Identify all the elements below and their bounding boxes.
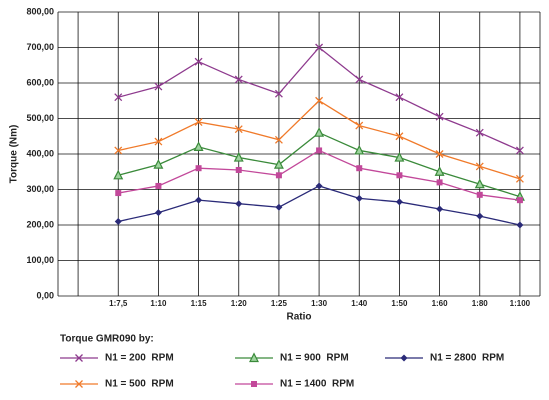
x-tick-label: 1:80 bbox=[472, 299, 489, 308]
y-tick-label: 600,00 bbox=[26, 77, 54, 87]
y-tick-label: 100,00 bbox=[26, 255, 54, 265]
marker bbox=[314, 127, 325, 137]
marker bbox=[274, 135, 283, 144]
marker bbox=[355, 75, 364, 84]
marker bbox=[355, 194, 363, 202]
y-tick-label: 400,00 bbox=[26, 148, 54, 158]
x-tick-label: 1:15 bbox=[191, 299, 208, 308]
marker bbox=[400, 354, 408, 362]
marker bbox=[395, 93, 404, 102]
marker bbox=[114, 93, 123, 102]
marker bbox=[476, 212, 484, 220]
y-tick-label: 0,00 bbox=[36, 290, 54, 300]
marker bbox=[516, 197, 523, 204]
y-tick-label: 800,00 bbox=[26, 6, 54, 16]
marker bbox=[251, 381, 257, 387]
legend-label: N1 = 2800 RPM bbox=[430, 353, 504, 364]
marker bbox=[75, 354, 83, 362]
marker bbox=[194, 57, 203, 66]
marker bbox=[234, 125, 243, 134]
marker bbox=[154, 137, 163, 146]
marker bbox=[436, 205, 444, 213]
marker bbox=[516, 221, 524, 229]
marker bbox=[475, 128, 484, 137]
legend-title: Torque GMR090 by: bbox=[60, 334, 154, 345]
marker bbox=[113, 169, 124, 180]
marker bbox=[114, 217, 122, 225]
marker bbox=[395, 198, 403, 206]
x-tick-label: 1:25 bbox=[271, 299, 288, 308]
x-tick-label: 1:10 bbox=[150, 299, 167, 308]
marker bbox=[515, 146, 524, 155]
x-tick-label: 1:20 bbox=[231, 299, 248, 308]
x-tick-label: 1:30 bbox=[311, 299, 328, 308]
marker bbox=[356, 165, 363, 172]
marker bbox=[476, 191, 483, 198]
marker bbox=[355, 121, 364, 130]
x-axis-label: Ratio bbox=[287, 312, 312, 323]
marker bbox=[235, 166, 242, 173]
marker bbox=[235, 200, 243, 208]
x-tick-label: 1:100 bbox=[510, 299, 531, 308]
marker bbox=[316, 147, 323, 154]
x-tick-label: 1:7,5 bbox=[109, 299, 128, 308]
x-tick-label: 1:40 bbox=[351, 299, 368, 308]
marker bbox=[394, 151, 405, 162]
marker bbox=[114, 146, 123, 155]
legend-label: N1 = 500 RPM bbox=[105, 379, 174, 390]
marker bbox=[315, 182, 323, 190]
legend-label: N1 = 200 RPM bbox=[105, 353, 174, 364]
marker bbox=[154, 209, 162, 217]
marker bbox=[195, 165, 202, 172]
marker bbox=[315, 43, 324, 52]
marker bbox=[195, 196, 203, 204]
y-tick-label: 300,00 bbox=[26, 184, 54, 194]
marker bbox=[75, 380, 83, 388]
marker bbox=[155, 182, 162, 189]
marker bbox=[115, 190, 122, 197]
y-tick-label: 500,00 bbox=[26, 113, 54, 123]
marker bbox=[275, 172, 282, 179]
marker bbox=[395, 132, 404, 141]
marker bbox=[275, 203, 283, 211]
x-tick-label: 1:50 bbox=[391, 299, 408, 308]
marker bbox=[515, 174, 524, 183]
marker bbox=[233, 151, 244, 162]
marker bbox=[153, 159, 164, 169]
marker bbox=[475, 162, 484, 171]
marker bbox=[273, 159, 284, 169]
marker bbox=[234, 75, 243, 84]
y-tick-label: 700,00 bbox=[26, 42, 54, 52]
x-tick-label: 1:60 bbox=[432, 299, 449, 308]
legend-label: N1 = 900 RPM bbox=[280, 353, 349, 364]
marker bbox=[154, 82, 163, 91]
marker bbox=[274, 89, 283, 98]
marker bbox=[193, 141, 204, 151]
marker bbox=[474, 178, 485, 189]
marker bbox=[194, 118, 203, 127]
marker bbox=[434, 166, 445, 176]
marker bbox=[436, 179, 443, 186]
marker bbox=[249, 352, 259, 363]
marker bbox=[396, 172, 403, 179]
marker bbox=[315, 96, 324, 105]
marker bbox=[435, 112, 444, 121]
y-tick-label: 200,00 bbox=[26, 219, 54, 229]
marker bbox=[354, 144, 365, 155]
marker bbox=[435, 150, 444, 158]
y-axis-label: Torque (Nm) bbox=[9, 125, 20, 184]
legend-label: N1 = 1400 RPM bbox=[280, 379, 354, 390]
